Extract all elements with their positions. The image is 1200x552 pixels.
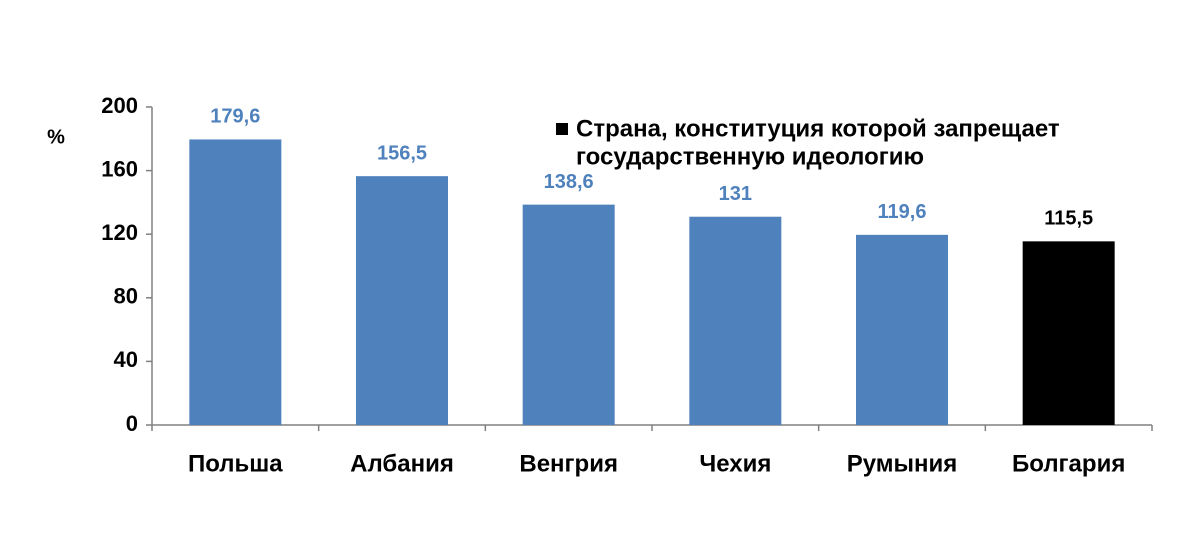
x-tick-label: Албания — [350, 450, 454, 477]
bar — [356, 176, 448, 425]
bar — [189, 139, 282, 425]
x-tick-label: Болгария — [1012, 450, 1125, 477]
value-label: 115,5 — [1044, 208, 1093, 230]
x-tick-label: Венгрия — [519, 450, 618, 477]
y-tick-label: 120 — [101, 220, 138, 245]
bar — [522, 204, 615, 425]
x-tick-label: Чехия — [699, 450, 771, 477]
legend-swatch — [556, 123, 568, 135]
x-tick-label: Румыния — [847, 450, 958, 477]
bar — [689, 216, 782, 425]
y-axis-label: % — [47, 126, 65, 148]
y-tick-label: 40 — [114, 347, 138, 372]
x-tick-label: Польша — [188, 450, 283, 477]
y-tick-label: 200 — [101, 93, 138, 118]
y-tick-label: 0 — [126, 411, 138, 436]
value-label: 138,6 — [544, 171, 594, 193]
value-label: 179,6 — [210, 106, 260, 128]
legend-label: Страна, конституция которой запрещает — [576, 115, 1060, 142]
value-label: 119,6 — [878, 201, 927, 223]
bar — [856, 234, 948, 425]
value-label: 131 — [719, 183, 752, 205]
y-tick-label: 160 — [101, 156, 138, 181]
bar — [1022, 241, 1115, 425]
legend-label: государственную идеологию — [576, 143, 924, 170]
value-label: 156,5 — [377, 142, 427, 164]
y-tick-label: 80 — [114, 284, 138, 309]
